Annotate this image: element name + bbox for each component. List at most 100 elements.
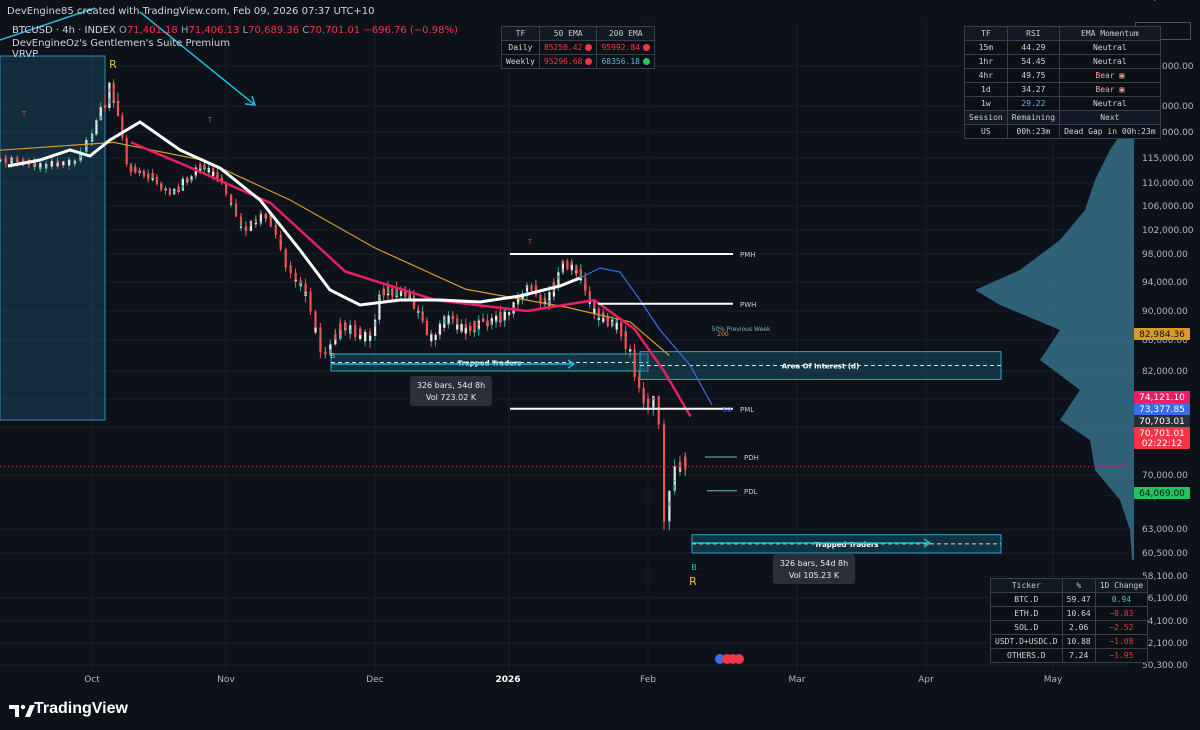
vrvp-label[interactable]: VRVP [12,49,39,60]
candle-body [642,400,645,404]
time-tick-label: Dec [366,675,383,685]
candle-body [116,104,120,116]
candle-body [575,269,578,271]
candle-body [284,258,287,268]
price-tick-label: 86,000.00 [1142,336,1188,346]
time-tick-label: Feb [640,675,656,685]
candle-body [668,490,671,502]
ema200-value: 68356.18 [601,57,640,66]
candle-body [395,295,398,297]
ema-white-line [7,120,581,307]
candle-body [199,164,202,170]
tradingview-logo[interactable]: TradingView [34,700,128,717]
ohlc-close: 70,701.01 [309,25,361,36]
candle-body [319,343,322,353]
rsi-momentum: Neutral [1059,40,1161,55]
rsi-table-header: RSI [1006,26,1061,41]
candle-body [279,240,282,247]
candle-body [624,342,627,349]
candle-body [181,178,184,186]
bear-icon: ▣ [1119,71,1125,80]
candle-body [269,214,272,227]
price-tick-label: 124,000.00 [1142,102,1194,112]
candle-body [39,163,42,168]
red-dot-icon [642,44,650,51]
candle-body [469,325,472,332]
candle-body [334,337,337,345]
ohlc-low: 70,689.36 [248,25,300,36]
candle-body [684,462,687,471]
candle-body [229,203,233,205]
candle-body [50,162,53,167]
ema-blue-line [579,267,713,406]
candle-body [249,220,253,222]
price-tick-label: 48,600.00 [1142,0,1188,3]
candle-body [486,321,489,325]
symbol-label[interactable]: BTCUSD · 4h · INDEX [12,25,116,36]
dominance-change: −1.08 [1094,634,1149,649]
candle-body [606,316,609,327]
zone-label: Trapped Traders [815,541,879,549]
arrow-head-icon [923,538,932,548]
annotation-label: T [21,110,27,118]
candle-body [633,363,636,371]
candle-body [678,462,682,468]
candle-body [525,285,529,292]
candle-body [499,312,502,321]
candle-body [588,301,591,304]
candle-body [177,187,180,191]
candle-body [570,264,573,270]
candle-body [190,176,193,180]
candle-body [657,414,660,425]
price-label-text: 64,069.00 [1139,489,1185,499]
candle-body [633,350,636,364]
candle-body [399,291,403,293]
candle-body [151,178,154,180]
candle-body [534,292,538,296]
measure-bars: 326 bars, 54d 8h [417,381,485,390]
ema50-value: 95296.68 [543,57,583,66]
candle-body [207,168,210,170]
price-label-box [1134,403,1190,415]
us-flag-icon [715,654,725,664]
candle-body [112,101,115,103]
candle-body [652,397,655,407]
candle-body [225,190,228,195]
candle-body [557,275,560,287]
indicator-label[interactable]: DevEngineOz's Gentlemen's Suite Premium [12,38,230,49]
candle-body [173,188,176,191]
price-tick-label: 54,100.00 [1142,617,1188,627]
candle-body [374,321,377,336]
candle-body [378,294,381,296]
candle-body [673,466,676,481]
candle-body [516,298,520,302]
candle-body [155,179,159,185]
dominance-change: −1.95 [1094,648,1149,663]
price-label-box [1134,437,1190,449]
candle-body [339,323,342,331]
annotation-label: 50% Previous Week [712,326,771,333]
attribution-text: DevEngine85 created with TradingView.com… [7,6,375,17]
annotation-label: B [691,563,697,572]
candle-body [304,291,307,293]
ema50-value: 85250.42 [543,43,583,52]
time-tick-label: Nov [217,675,235,685]
ema-tf: Weekly [501,54,540,69]
price-tick-label: 128,000.00 [1142,62,1194,72]
annotation-label: T [207,116,213,124]
price-tick-label: 115,000.00 [1142,154,1194,164]
measure-box [410,376,492,406]
symbol-line: BTCUSD · 4h · INDEX O71,401.18 H71,406.1… [12,25,458,36]
rsi-table-header: EMA Momentum [1059,26,1161,41]
candle-body [95,122,98,135]
candle-body [229,200,233,205]
candle-body [447,315,450,324]
candle-body [125,138,128,141]
candle-body [103,105,107,108]
price-label-box [1134,487,1190,499]
dominance-ticker: OTHERS.D [990,648,1063,663]
price-tick-label: 102,000.00 [1142,226,1194,236]
rsi-tf: 1w [964,96,1008,111]
ema200-cell: 68356.18 [596,54,655,69]
candle-body [249,220,253,223]
